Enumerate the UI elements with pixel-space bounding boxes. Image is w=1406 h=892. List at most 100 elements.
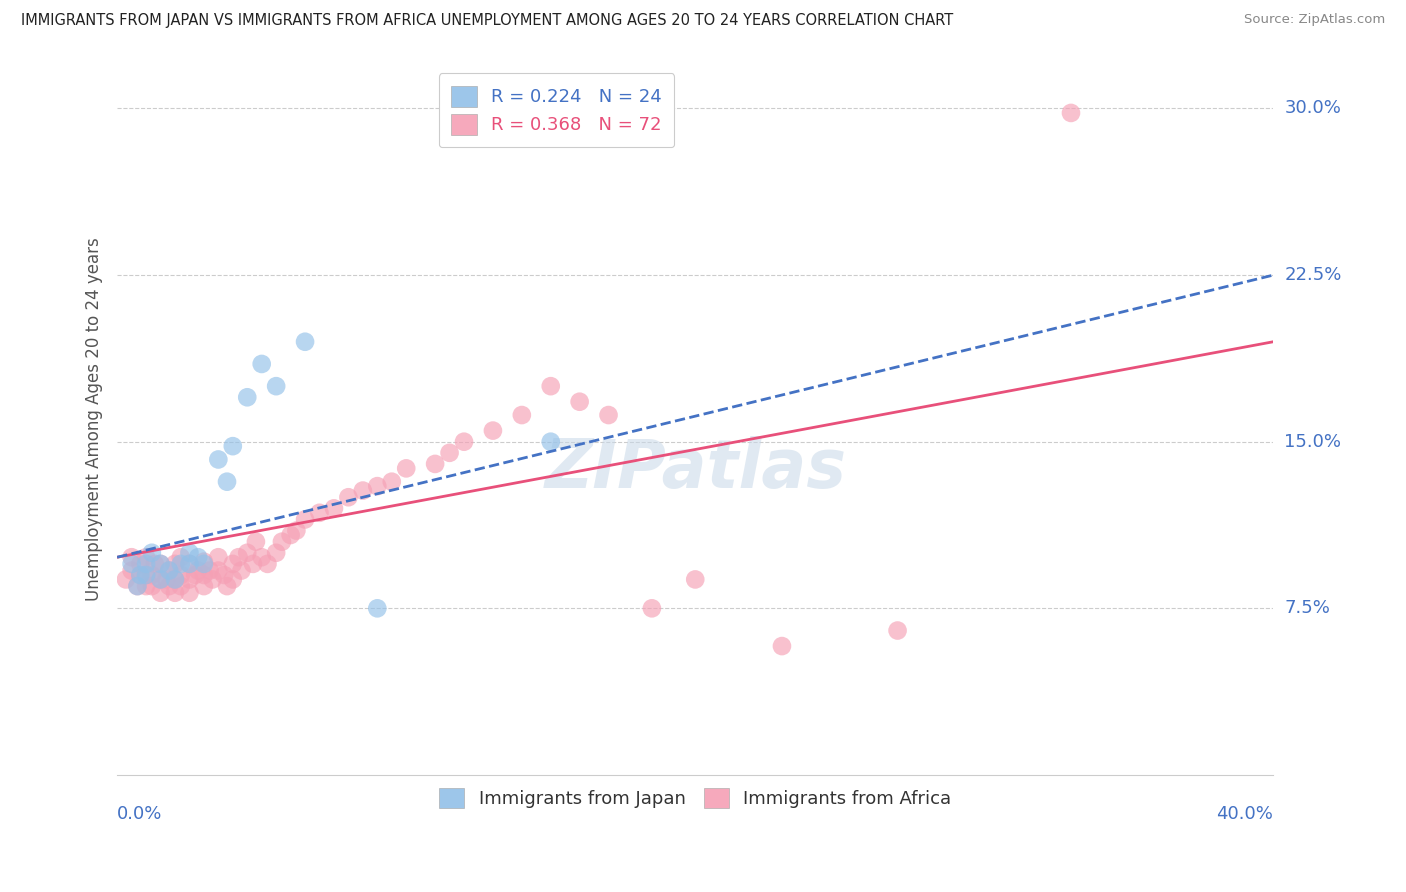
Point <box>222 439 245 453</box>
Point <box>179 546 201 560</box>
Point <box>264 546 287 560</box>
Point <box>163 586 186 600</box>
Point <box>256 557 278 571</box>
Point <box>163 573 186 587</box>
Point <box>236 390 259 404</box>
Point <box>337 490 360 504</box>
Point <box>149 573 172 587</box>
Point <box>187 564 209 578</box>
Point <box>193 555 215 569</box>
Point <box>127 579 149 593</box>
Point <box>381 475 404 489</box>
Text: 15.0%: 15.0% <box>1285 433 1341 450</box>
Text: 7.5%: 7.5% <box>1285 599 1330 617</box>
Point <box>222 557 245 571</box>
Point <box>198 564 221 578</box>
Point <box>207 550 229 565</box>
Point <box>129 568 152 582</box>
Point <box>155 573 177 587</box>
Point <box>482 424 505 438</box>
Text: 40.0%: 40.0% <box>1216 805 1274 823</box>
Point <box>115 573 138 587</box>
Point <box>129 557 152 571</box>
Point <box>242 557 264 571</box>
Point <box>157 564 180 578</box>
Point <box>135 568 157 582</box>
Point <box>285 524 308 538</box>
Point <box>170 568 193 582</box>
Point <box>193 579 215 593</box>
Text: ZIPatlas: ZIPatlas <box>544 436 846 502</box>
Point <box>280 528 302 542</box>
Point <box>641 601 664 615</box>
Point <box>886 624 908 638</box>
Point <box>149 557 172 571</box>
Point <box>135 579 157 593</box>
Point <box>264 379 287 393</box>
Point <box>163 573 186 587</box>
Point <box>141 546 163 560</box>
Point <box>121 564 143 578</box>
Point <box>121 550 143 565</box>
Point <box>395 461 418 475</box>
Point <box>121 557 143 571</box>
Point <box>568 394 591 409</box>
Text: 0.0%: 0.0% <box>117 805 163 823</box>
Point <box>683 573 706 587</box>
Point <box>135 557 157 571</box>
Point <box>245 534 267 549</box>
Point <box>179 573 201 587</box>
Point <box>540 434 562 449</box>
Point <box>201 573 224 587</box>
Point <box>236 546 259 560</box>
Point <box>294 334 316 349</box>
Point <box>187 550 209 565</box>
Point <box>453 434 475 449</box>
Point <box>179 586 201 600</box>
Point <box>366 479 388 493</box>
Point <box>149 586 172 600</box>
Point <box>207 564 229 578</box>
Point <box>179 557 201 571</box>
Point <box>423 457 446 471</box>
Point <box>179 557 201 571</box>
Point <box>149 573 172 587</box>
Point <box>271 534 294 549</box>
Point <box>141 579 163 593</box>
Point <box>143 557 166 571</box>
Point <box>170 550 193 565</box>
Point <box>157 564 180 578</box>
Legend: Immigrants from Japan, Immigrants from Africa: Immigrants from Japan, Immigrants from A… <box>432 780 959 815</box>
Point <box>366 601 388 615</box>
Point <box>215 579 238 593</box>
Point <box>540 379 562 393</box>
Point <box>157 579 180 593</box>
Text: 22.5%: 22.5% <box>1285 266 1341 284</box>
Point <box>228 550 250 565</box>
Point <box>135 568 157 582</box>
Point <box>215 475 238 489</box>
Point <box>170 557 193 571</box>
Point <box>141 568 163 582</box>
Point <box>231 564 253 578</box>
Point <box>510 408 533 422</box>
Point <box>308 506 330 520</box>
Point <box>207 452 229 467</box>
Point <box>770 639 793 653</box>
Point <box>294 512 316 526</box>
Point <box>184 568 207 582</box>
Point <box>250 357 273 371</box>
Point <box>250 550 273 565</box>
Text: Source: ZipAtlas.com: Source: ZipAtlas.com <box>1244 13 1385 27</box>
Text: 30.0%: 30.0% <box>1285 100 1341 118</box>
Point <box>135 550 157 565</box>
Point <box>193 557 215 571</box>
Text: IMMIGRANTS FROM JAPAN VS IMMIGRANTS FROM AFRICA UNEMPLOYMENT AMONG AGES 20 TO 24: IMMIGRANTS FROM JAPAN VS IMMIGRANTS FROM… <box>21 13 953 29</box>
Point <box>127 579 149 593</box>
Point <box>323 501 346 516</box>
Point <box>1060 106 1083 120</box>
Y-axis label: Unemployment Among Ages 20 to 24 years: Unemployment Among Ages 20 to 24 years <box>86 237 103 601</box>
Point <box>149 557 172 571</box>
Point <box>439 446 461 460</box>
Point <box>352 483 374 498</box>
